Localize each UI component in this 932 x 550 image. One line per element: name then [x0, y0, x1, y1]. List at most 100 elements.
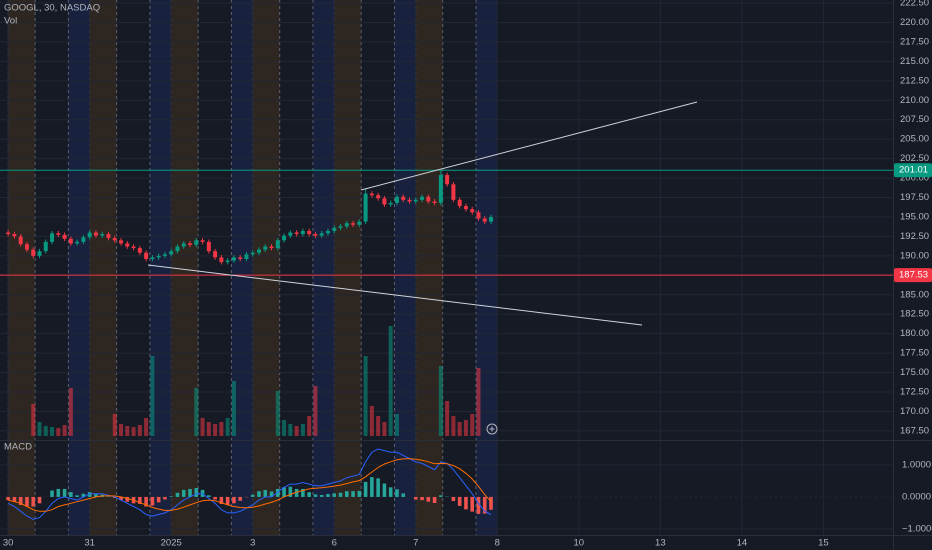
- volume-bar: [43, 426, 48, 436]
- macd-histogram-bar: [420, 496, 424, 501]
- candle-body: [332, 227, 337, 231]
- candle-body: [489, 216, 494, 222]
- macd-histogram-bar: [169, 496, 174, 497]
- volume-bar: [231, 381, 236, 436]
- macd-histogram-bar: [69, 492, 73, 497]
- volume-bar: [294, 426, 299, 436]
- macd-histogram-bar: [439, 495, 443, 497]
- candle-body: [231, 257, 236, 261]
- candle-body: [300, 230, 305, 235]
- macd-histogram-bar: [125, 496, 130, 502]
- candle-body: [119, 240, 124, 244]
- macd-histogram-bar: [401, 493, 406, 497]
- x-tick-label: 10: [574, 538, 585, 549]
- candle-body: [156, 255, 161, 258]
- candle-body: [282, 235, 287, 241]
- macd-histogram-bar: [413, 496, 418, 500]
- candle-body: [382, 198, 387, 205]
- macd-histogram-bar: [207, 495, 211, 497]
- premarket-band: [8, 0, 36, 535]
- macd-histogram-bar: [81, 493, 86, 497]
- volume-bar: [476, 368, 481, 436]
- y-tick-label: 197.50: [900, 192, 929, 203]
- volume-bar: [131, 427, 136, 436]
- y-tick-label: 172.50: [900, 387, 929, 398]
- candle-body: [169, 251, 174, 255]
- add-circle[interactable]: [486, 423, 498, 435]
- volume-bar: [307, 416, 312, 436]
- candle-body: [206, 241, 211, 252]
- volume-bar: [445, 401, 450, 436]
- premarket-band: [252, 0, 280, 535]
- candle-body: [463, 206, 468, 210]
- candle-body: [175, 246, 180, 252]
- add-button[interactable]: [486, 423, 498, 435]
- candle-body: [112, 237, 117, 241]
- macd-histogram-bar: [12, 496, 17, 502]
- volume-bar: [137, 425, 142, 436]
- volume-label: Vol: [4, 16, 17, 27]
- y-tick-label: 202.50: [900, 153, 929, 164]
- candle-body: [256, 249, 261, 253]
- macd-histogram-bar: [294, 488, 299, 497]
- macd-histogram-bar: [313, 494, 318, 497]
- macd-histogram-bar: [94, 493, 98, 497]
- macd-histogram-bar: [25, 496, 29, 507]
- candle-body: [200, 240, 205, 242]
- candle-body: [62, 234, 67, 239]
- postmarket-band: [68, 0, 90, 535]
- macd-tick-label: 1.0000: [902, 459, 931, 470]
- volume-bar: [219, 422, 224, 436]
- macd-histogram-bar: [119, 496, 123, 501]
- x-tick-label: 7: [413, 538, 418, 549]
- candle-body: [344, 223, 349, 227]
- volume-bar: [200, 418, 205, 436]
- y-tick-label: 175.00: [900, 367, 929, 378]
- volume-bar: [451, 416, 456, 436]
- macd-histogram-bar: [482, 496, 487, 514]
- candle-body: [81, 237, 86, 242]
- macd-histogram-bar: [344, 491, 349, 497]
- y-tick-label: 205.00: [900, 134, 929, 145]
- macd-histogram-bar: [37, 496, 42, 504]
- macd-histogram-bar: [489, 496, 493, 510]
- macd-histogram-bar: [188, 488, 192, 497]
- volume-bar: [56, 428, 61, 436]
- x-tick-label: 2025: [161, 538, 182, 549]
- candle-body: [288, 232, 293, 236]
- trend-line[interactable]: [147, 264, 643, 326]
- macd-histogram-bar: [382, 483, 387, 497]
- macd-histogram-bar: [263, 489, 268, 497]
- macd-histogram-bar: [395, 489, 399, 497]
- volume-bar: [382, 422, 387, 436]
- candle-body: [50, 233, 55, 242]
- macd-histogram-bar: [75, 495, 79, 497]
- candle-body: [31, 249, 36, 256]
- macd-histogram-bar: [476, 496, 481, 514]
- volume-bar: [150, 356, 155, 436]
- candle-body: [244, 254, 249, 259]
- y-tick-label: 170.00: [900, 406, 929, 417]
- candle-body: [269, 246, 274, 249]
- macd-histogram-bar: [338, 492, 343, 497]
- x-tick-label: 30: [3, 538, 14, 549]
- macd-histogram-bar: [238, 496, 242, 501]
- candle-body: [181, 243, 186, 247]
- grid: [0, 0, 893, 535]
- candle-body: [275, 240, 280, 249]
- macd-histogram-bar: [464, 496, 468, 510]
- volume-bar: [112, 414, 117, 436]
- y-tick-label: 185.00: [900, 289, 929, 300]
- candle-body: [12, 234, 17, 237]
- volume-bar: [194, 388, 199, 436]
- x-tick-label: 8: [495, 538, 500, 549]
- macd-histogram-bar: [144, 496, 148, 507]
- macd-histogram-bar: [150, 496, 155, 506]
- y-tick-label: 180.00: [900, 328, 929, 339]
- volume-bar: [50, 427, 55, 436]
- trend-line[interactable]: [360, 101, 698, 191]
- macd-histogram-bar: [470, 496, 475, 512]
- add-icon[interactable]: [489, 426, 495, 432]
- y-tick-label: 192.50: [900, 231, 929, 242]
- macd-histogram-bar: [232, 496, 236, 504]
